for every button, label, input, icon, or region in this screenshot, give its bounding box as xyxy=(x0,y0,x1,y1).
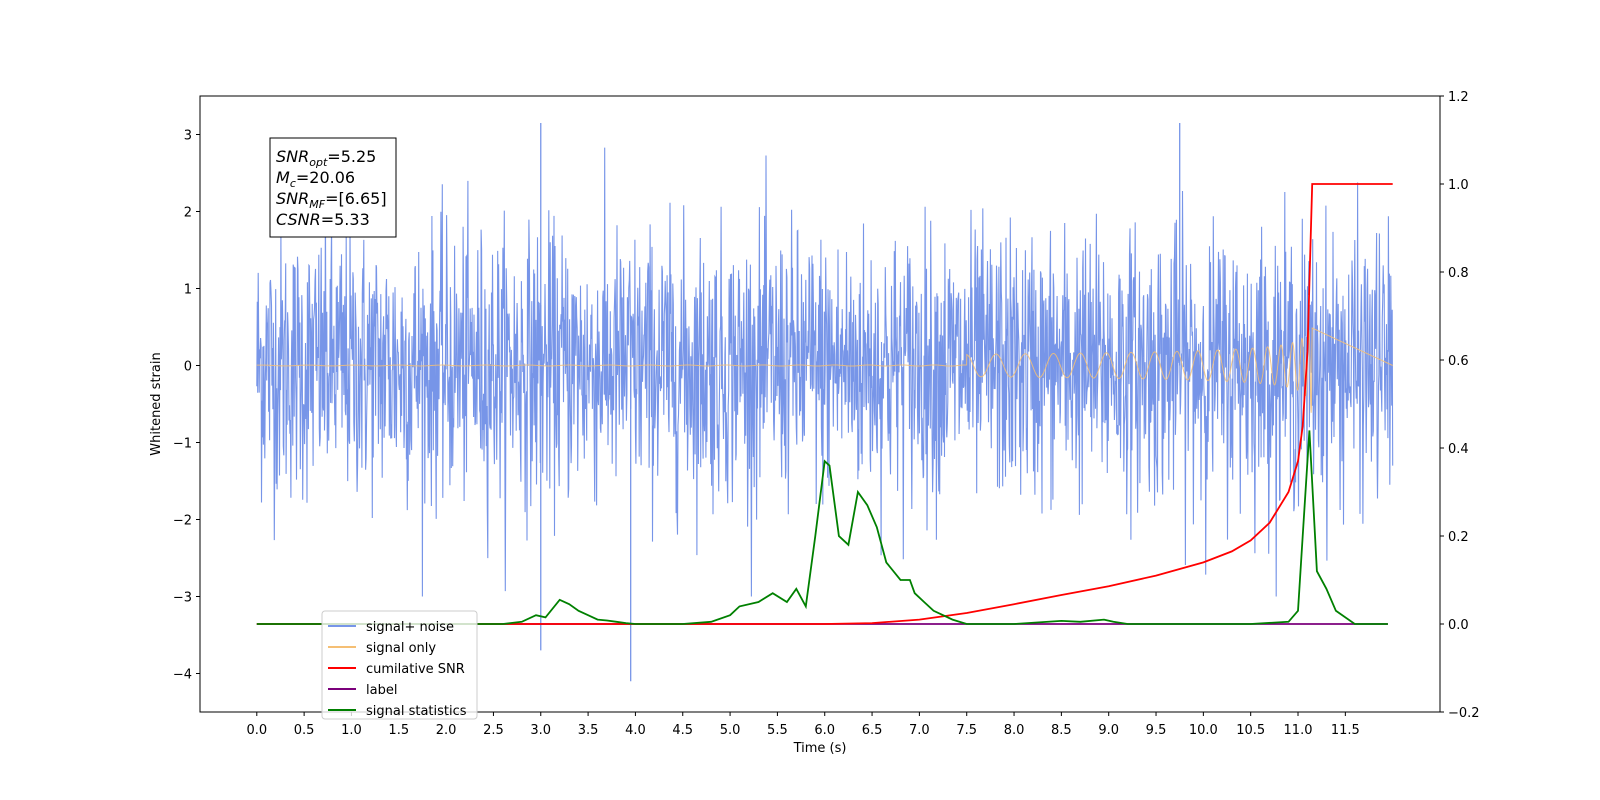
x-tick-label: 0.5 xyxy=(294,723,315,738)
y-tick-label-right: 0.6 xyxy=(1448,354,1469,369)
x-tick-label: 11.0 xyxy=(1284,723,1313,738)
y-tick-label-right: 0.4 xyxy=(1448,442,1469,457)
y-tick-label-left: −1 xyxy=(173,437,192,452)
annotation-line: SNRopt=5.25 xyxy=(276,147,376,169)
x-tick-label: 1.0 xyxy=(341,723,362,738)
series-signal-noise xyxy=(256,147,1394,597)
x-tick-label: 3.5 xyxy=(578,723,599,738)
y-tick-label-left: 3 xyxy=(184,129,192,144)
series-signal-statistics xyxy=(256,430,1388,625)
x-tick-label: 5.5 xyxy=(767,723,788,738)
x-tick-label: 1.5 xyxy=(388,723,409,738)
x-tick-label: 3.0 xyxy=(530,723,551,738)
series-signal-only xyxy=(256,327,1393,413)
y-tick-label-right: 0.8 xyxy=(1448,266,1469,281)
y-axis-label-left: Whitened strain xyxy=(149,352,164,455)
y-tick-label-right: 0.0 xyxy=(1448,618,1469,633)
y-tick-label-right: 0.2 xyxy=(1448,530,1469,545)
x-tick-label: 7.0 xyxy=(909,723,930,738)
x-tick-label: 4.0 xyxy=(625,723,646,738)
plot-frame xyxy=(199,95,1441,713)
y-tick-label-left: −4 xyxy=(173,668,192,683)
x-axis: 0.0 0.5 1.0 1.5 2.0 2.5 3.0 3.5 4.0 4.5 5.0 5.5 6.0 6… xyxy=(246,712,1360,738)
y-tick-label-left: −3 xyxy=(173,591,192,606)
legend-label: cumilative SNR xyxy=(366,662,465,677)
legend-frame xyxy=(321,610,478,720)
legend-label: label xyxy=(366,683,397,698)
x-tick-label: 10.5 xyxy=(1236,723,1265,738)
y-tick-label-left: 0 xyxy=(184,360,192,375)
series-cumulative-snr xyxy=(256,183,1393,625)
x-tick-label: 6.5 xyxy=(862,723,883,738)
legend-label: signal statistics xyxy=(366,704,467,719)
y-tick-label-left: 1 xyxy=(184,283,192,298)
x-tick-label: 11.5 xyxy=(1331,723,1360,738)
x-tick-label: 0.0 xyxy=(246,723,267,738)
y-tick-label-left: −2 xyxy=(173,514,192,529)
x-tick-label: 6.0 xyxy=(814,723,835,738)
y-axis-right: −0.2 0.0 0.2 0.4 0.6 0.8 1.0 1.2 xyxy=(1440,90,1480,721)
legend: signal+ noise signal only cumilative SNR la… xyxy=(321,610,478,720)
y-axis-left: −4 −3 −2 −1 0 1 2 3 xyxy=(173,129,200,683)
x-tick-label: 9.5 xyxy=(1146,723,1167,738)
x-tick-label: 8.0 xyxy=(1004,723,1025,738)
annotation-frame xyxy=(269,137,397,238)
x-axis-label: Time (s) xyxy=(793,741,847,756)
annotation-line: Mc=20.06 xyxy=(276,168,355,190)
x-tick-label: 2.5 xyxy=(483,723,504,738)
y-tick-label-right: 1.2 xyxy=(1448,90,1469,105)
x-tick-label: 7.5 xyxy=(956,723,977,738)
y-tick-label-right: 1.0 xyxy=(1448,178,1469,193)
plot-area xyxy=(256,122,1394,682)
x-tick-label: 10.0 xyxy=(1189,723,1218,738)
x-tick-label: 2.0 xyxy=(436,723,457,738)
x-tick-label: 5.0 xyxy=(720,723,741,738)
y-tick-label-right: −0.2 xyxy=(1448,706,1480,721)
legend-label: signal+ noise xyxy=(366,620,454,635)
y-tick-label-left: 2 xyxy=(184,206,192,221)
x-tick-label: 8.5 xyxy=(1051,723,1072,738)
x-tick-label: 9.0 xyxy=(1098,723,1119,738)
annotation-line: SNRMF=[6.65] xyxy=(276,189,387,211)
x-tick-label: 4.5 xyxy=(672,723,693,738)
legend-label: signal only xyxy=(366,641,436,656)
annotation-line: CSNR=5.33 xyxy=(276,210,370,229)
